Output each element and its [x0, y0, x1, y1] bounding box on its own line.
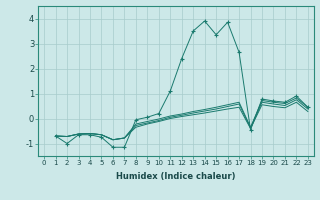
- X-axis label: Humidex (Indice chaleur): Humidex (Indice chaleur): [116, 172, 236, 181]
